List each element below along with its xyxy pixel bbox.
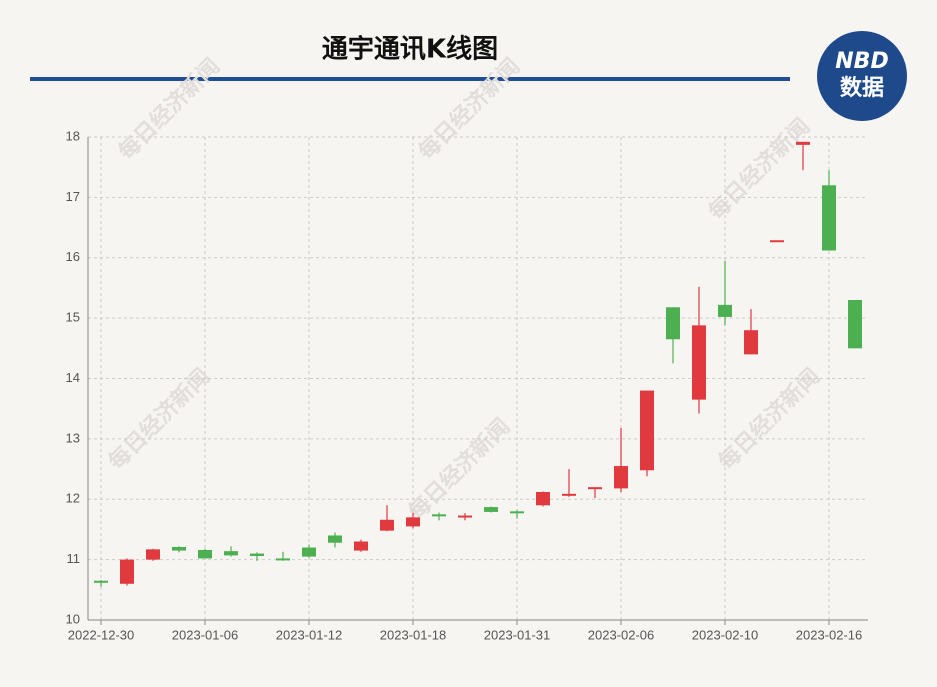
watermark: 每日经济新闻 bbox=[113, 53, 225, 165]
candle-body bbox=[406, 517, 420, 527]
x-tick-label: 2023-01-06 bbox=[172, 627, 239, 642]
watermark: 每日经济新闻 bbox=[403, 413, 515, 525]
candle-body bbox=[666, 307, 680, 340]
candle-body bbox=[718, 304, 732, 317]
candle-body bbox=[432, 514, 446, 517]
watermark: 每日经济新闻 bbox=[103, 363, 215, 475]
candle-body bbox=[458, 515, 472, 518]
x-tick-label: 2023-02-06 bbox=[588, 627, 655, 642]
candle-body bbox=[380, 519, 394, 531]
candle-body bbox=[120, 559, 134, 584]
candle-body bbox=[276, 558, 290, 561]
candle-body bbox=[484, 507, 498, 512]
candle-body bbox=[848, 300, 862, 349]
candle-body bbox=[796, 141, 810, 145]
x-tick-label: 2023-01-18 bbox=[380, 627, 447, 642]
candle-body bbox=[94, 580, 108, 583]
candle-body bbox=[250, 553, 264, 557]
candle-body bbox=[692, 325, 706, 400]
y-tick-label: 12 bbox=[66, 491, 80, 506]
x-tick-label: 2023-01-12 bbox=[276, 627, 343, 642]
y-tick-label: 18 bbox=[66, 128, 80, 143]
y-tick-label: 14 bbox=[66, 370, 80, 385]
x-tick-label: 2023-01-31 bbox=[484, 627, 551, 642]
watermark: 每日经济新闻 bbox=[413, 53, 525, 165]
candle-body bbox=[302, 547, 316, 557]
logo-badge bbox=[817, 31, 907, 121]
candle-body bbox=[224, 551, 238, 556]
candle-body bbox=[822, 185, 836, 251]
candle-body bbox=[562, 493, 576, 496]
candle-body bbox=[640, 390, 654, 471]
candle-body bbox=[770, 240, 784, 243]
candle-body bbox=[172, 546, 186, 551]
y-tick-label: 11 bbox=[67, 551, 81, 566]
logo-top: NBD bbox=[835, 49, 888, 74]
candle-body bbox=[146, 549, 160, 560]
y-tick-label: 10 bbox=[66, 611, 80, 626]
candle-body bbox=[328, 535, 342, 543]
watermark: 每日经济新闻 bbox=[713, 363, 825, 475]
candle-body bbox=[198, 549, 212, 559]
candle-body bbox=[588, 487, 602, 490]
watermark: 每日经济新闻 bbox=[703, 113, 815, 225]
y-tick-label: 15 bbox=[66, 310, 80, 325]
y-tick-label: 16 bbox=[66, 249, 80, 264]
candle-body bbox=[536, 492, 550, 506]
x-tick-label: 2022-12-30 bbox=[68, 627, 135, 642]
logo-bottom: 数据 bbox=[840, 75, 884, 101]
x-tick-label: 2023-02-10 bbox=[692, 627, 759, 642]
chart-title: 通宇通讯K线图 bbox=[322, 35, 498, 65]
y-tick-label: 17 bbox=[66, 189, 80, 204]
candle-body bbox=[614, 466, 628, 489]
candle-body bbox=[744, 330, 758, 355]
x-tick-label: 2023-02-16 bbox=[796, 627, 863, 642]
candle-body bbox=[510, 511, 524, 514]
y-tick-label: 13 bbox=[66, 430, 80, 445]
candle-body bbox=[354, 541, 368, 551]
